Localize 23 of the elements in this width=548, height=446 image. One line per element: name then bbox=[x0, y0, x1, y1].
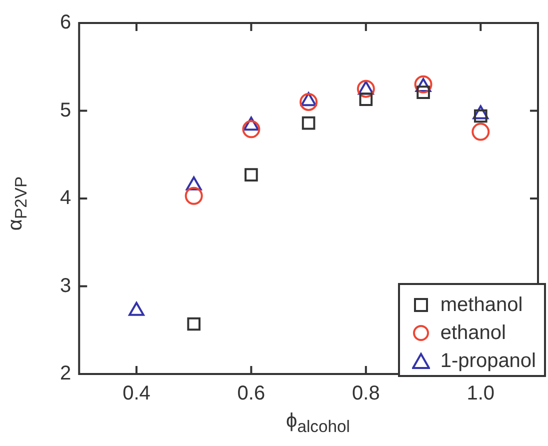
x-tick-label: 0.6 bbox=[237, 382, 266, 405]
point bbox=[244, 168, 258, 182]
point bbox=[184, 186, 203, 205]
x-tick-label: 0.4 bbox=[122, 382, 150, 405]
point bbox=[356, 80, 375, 98]
point bbox=[242, 120, 260, 138]
legend-label: 1-propanol bbox=[440, 350, 536, 372]
point bbox=[359, 92, 373, 106]
point bbox=[300, 92, 318, 111]
y-tick-label: 6 bbox=[60, 12, 72, 34]
point bbox=[187, 317, 200, 331]
x-tick-label: 0.8 bbox=[352, 382, 380, 405]
legend-label: methanol bbox=[440, 294, 523, 316]
y-tick-label: 2 bbox=[60, 362, 72, 385]
y-tick-label: 3 bbox=[60, 274, 72, 297]
legend-label: ethanol bbox=[440, 322, 506, 344]
point bbox=[472, 122, 490, 141]
y-tick-label: 5 bbox=[60, 99, 72, 122]
point bbox=[302, 116, 316, 130]
x-axis-title: ϕ$_{alcohol}$ bbox=[285, 410, 351, 437]
point bbox=[416, 86, 430, 99]
y-tick-label: 4 bbox=[60, 187, 72, 210]
x-tick-label: 1.0 bbox=[466, 382, 495, 405]
